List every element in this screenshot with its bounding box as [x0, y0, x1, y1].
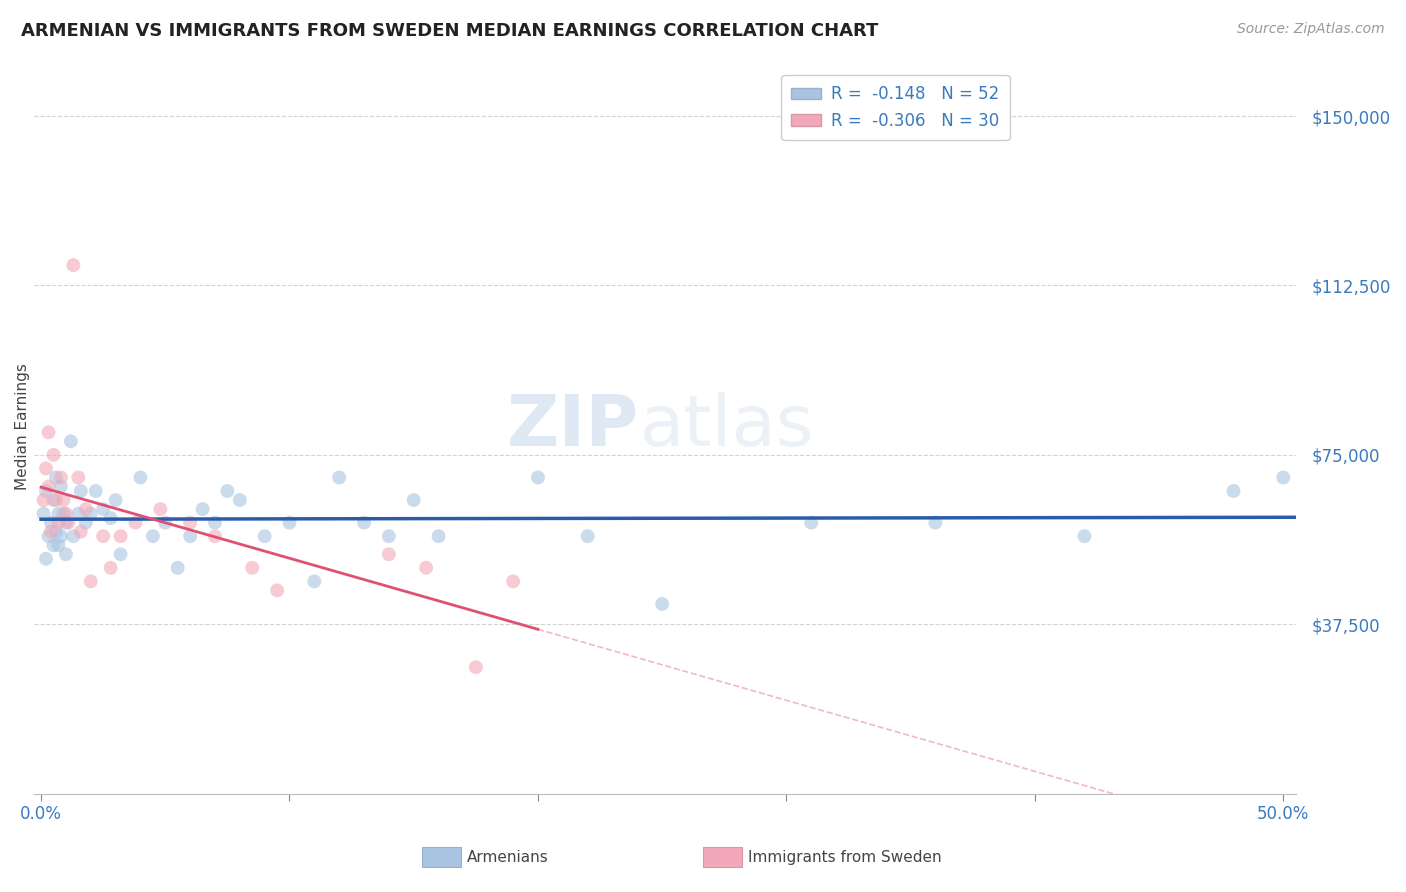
Text: ZIP: ZIP: [508, 392, 640, 461]
Point: [35, 461, 58, 475]
Y-axis label: Median Earnings: Median Earnings: [15, 363, 30, 490]
Point: [39, 516, 62, 530]
Point: [924, 516, 946, 530]
Point: [38, 425, 60, 440]
Point: [91, 529, 114, 543]
Point: [55, 516, 77, 530]
Point: [55, 507, 77, 521]
Point: [45, 524, 67, 539]
Point: [80, 574, 103, 589]
Text: Source: ZipAtlas.com: Source: ZipAtlas.com: [1237, 22, 1385, 37]
Point: [129, 470, 152, 484]
Point: [328, 470, 350, 484]
Point: [42, 448, 65, 462]
Point: [84, 483, 107, 498]
Point: [304, 574, 326, 589]
Point: [651, 597, 673, 611]
Point: [110, 547, 132, 561]
Point: [149, 502, 172, 516]
Point: [32, 507, 55, 521]
Point: [166, 561, 188, 575]
Point: [62, 258, 84, 272]
Point: [100, 511, 122, 525]
Point: [67, 507, 90, 521]
Point: [576, 529, 599, 543]
Point: [39, 524, 62, 539]
Point: [502, 574, 524, 589]
Point: [378, 529, 401, 543]
Legend: R =  -0.148   N = 52, R =  -0.306   N = 30: R = -0.148 N = 52, R = -0.306 N = 30: [782, 75, 1010, 140]
Point: [38, 479, 60, 493]
Point: [67, 470, 90, 484]
Point: [49, 479, 72, 493]
Point: [42, 538, 65, 552]
Point: [49, 529, 72, 543]
Point: [266, 583, 288, 598]
Point: [427, 529, 450, 543]
Text: atlas: atlas: [640, 392, 814, 461]
Point: [110, 529, 132, 543]
Point: [1272, 470, 1295, 484]
Point: [91, 502, 114, 516]
Point: [52, 493, 75, 508]
Text: Immigrants from Sweden: Immigrants from Sweden: [748, 850, 942, 864]
Point: [464, 660, 486, 674]
Point: [32, 493, 55, 508]
Point: [48, 516, 70, 530]
Point: [415, 561, 437, 575]
Point: [80, 507, 103, 521]
Point: [800, 516, 823, 530]
Point: [59, 434, 82, 449]
Point: [45, 493, 67, 508]
Point: [204, 529, 226, 543]
Point: [527, 470, 550, 484]
Point: [142, 529, 165, 543]
Point: [48, 507, 70, 521]
Point: [48, 538, 70, 552]
Point: [402, 493, 425, 508]
Point: [1222, 483, 1244, 498]
Point: [217, 483, 239, 498]
Point: [278, 516, 301, 530]
Point: [49, 470, 72, 484]
Point: [69, 483, 91, 498]
Point: [35, 551, 58, 566]
Point: [253, 529, 276, 543]
Point: [155, 516, 177, 530]
Point: [35, 483, 58, 498]
Point: [58, 516, 80, 530]
Point: [191, 502, 214, 516]
Point: [378, 547, 401, 561]
Point: [75, 516, 97, 530]
Point: [204, 516, 226, 530]
Point: [69, 524, 91, 539]
Point: [104, 493, 127, 508]
Point: [1073, 529, 1095, 543]
Point: [55, 547, 77, 561]
Point: [353, 516, 375, 530]
Point: [240, 561, 263, 575]
Text: Armenians: Armenians: [467, 850, 548, 864]
Point: [179, 529, 201, 543]
Point: [62, 529, 84, 543]
Point: [229, 493, 252, 508]
Point: [75, 502, 97, 516]
Text: ARMENIAN VS IMMIGRANTS FROM SWEDEN MEDIAN EARNINGS CORRELATION CHART: ARMENIAN VS IMMIGRANTS FROM SWEDEN MEDIA…: [21, 22, 879, 40]
Point: [38, 529, 60, 543]
Point: [100, 561, 122, 575]
Point: [179, 516, 201, 530]
Point: [52, 507, 75, 521]
Point: [124, 516, 146, 530]
Point: [42, 493, 65, 508]
Point: [45, 470, 67, 484]
